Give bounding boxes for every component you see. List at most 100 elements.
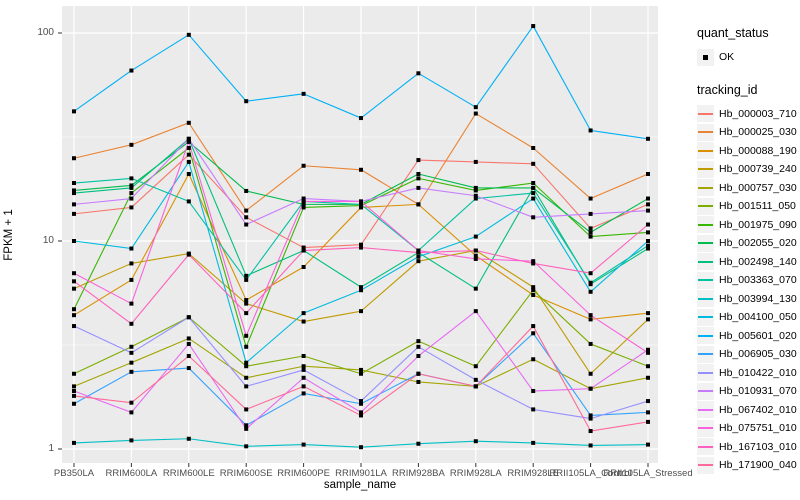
legend-item-Hb_067402_010: Hb_067402_010 — [697, 401, 799, 420]
data-point — [416, 441, 421, 446]
data-point — [129, 360, 134, 365]
legend-item-label: Hb_000003_710 — [719, 107, 797, 120]
data-point — [72, 156, 76, 161]
data-point — [588, 313, 593, 318]
data-point — [473, 286, 478, 291]
data-point — [646, 311, 650, 316]
legend-item-label: Hb_167103_010 — [719, 440, 797, 453]
data-point — [301, 199, 306, 204]
data-point — [244, 364, 249, 369]
data-point — [473, 253, 478, 258]
data-point — [531, 196, 536, 201]
data-point — [186, 171, 191, 176]
data-point — [531, 331, 536, 336]
panel-background — [62, 6, 658, 463]
data-point — [186, 136, 191, 141]
series-color-line-icon — [698, 408, 713, 411]
data-point — [531, 285, 536, 290]
data-point — [129, 261, 134, 266]
data-point — [646, 239, 650, 243]
data-point — [531, 181, 536, 186]
data-point — [301, 384, 306, 389]
data-point — [646, 230, 650, 235]
data-point — [186, 139, 191, 144]
data-point — [531, 261, 536, 266]
legend-item-label: OK — [719, 51, 735, 64]
data-point — [244, 360, 249, 365]
series-color-line-icon — [698, 131, 713, 134]
legend-key — [697, 382, 714, 400]
data-point — [646, 246, 650, 251]
data-point — [186, 145, 191, 150]
data-point — [473, 439, 478, 444]
data-point — [301, 442, 306, 447]
data-point — [359, 309, 363, 314]
data-point — [72, 109, 76, 114]
legend-item-label: Hb_001511_050 — [719, 200, 796, 213]
data-point — [129, 246, 134, 251]
data-point — [359, 399, 363, 404]
data-point — [416, 202, 421, 207]
data-point — [301, 364, 306, 369]
legend-item-label: Hb_067402_010 — [719, 403, 797, 416]
data-point — [186, 436, 191, 441]
data-point — [301, 196, 306, 201]
data-point — [416, 353, 421, 358]
legend-item-Hb_003363_070: Hb_003363_070 — [697, 271, 799, 290]
data-point — [473, 384, 478, 389]
x-tick-label: RRIM600SE — [219, 468, 273, 479]
data-point — [72, 313, 76, 318]
x-axis-title: sample_name — [323, 479, 397, 491]
data-point — [588, 371, 593, 376]
legend-item-label: Hb_006905_030 — [719, 348, 797, 361]
data-point — [72, 401, 76, 406]
data-point — [588, 230, 593, 235]
legend-key — [697, 142, 714, 160]
data-point — [129, 321, 134, 326]
data-point — [244, 277, 249, 282]
legend-item-Hb_001975_090: Hb_001975_090 — [697, 216, 799, 235]
legend-key — [697, 419, 714, 437]
legend-item-Hb_167103_010: Hb_167103_010 — [697, 438, 799, 457]
data-point — [129, 410, 134, 415]
data-point — [646, 222, 650, 227]
legend-key — [697, 290, 714, 308]
data-point — [416, 158, 421, 163]
series-color-line-icon — [698, 223, 713, 226]
data-point — [301, 91, 306, 96]
data-point — [129, 301, 134, 306]
data-point — [473, 234, 478, 239]
data-point — [588, 341, 593, 346]
data-point — [359, 202, 363, 207]
data-point — [473, 188, 478, 193]
data-point — [416, 379, 421, 384]
data-point — [588, 196, 593, 201]
legend-item-label: Hb_075751_010 — [719, 422, 797, 435]
data-point — [359, 242, 363, 247]
data-point — [473, 185, 478, 190]
legend-item-Hb_010931_070: Hb_010931_070 — [697, 382, 799, 401]
data-point — [72, 279, 76, 284]
legend-item-Hb_000739_240: Hb_000739_240 — [697, 160, 799, 179]
data-point — [359, 445, 363, 450]
data-point — [588, 317, 593, 322]
x-tick-label: PB350LA — [53, 468, 95, 479]
legend-key — [697, 271, 714, 289]
data-point — [72, 181, 76, 186]
x-tick-label: RRIM600LA — [105, 468, 158, 479]
data-point — [531, 191, 536, 196]
series-color-line-icon — [698, 371, 713, 374]
data-point — [588, 289, 593, 294]
series-color-line-icon — [698, 445, 713, 448]
data-point — [359, 401, 363, 406]
data-point — [416, 344, 421, 349]
legend-item-label: Hb_000088_190 — [719, 144, 797, 157]
data-point — [359, 367, 363, 372]
data-point — [359, 410, 363, 415]
data-point — [531, 288, 536, 293]
legend-item-Hb_010422_010: Hb_010422_010 — [697, 364, 799, 383]
data-point — [646, 350, 650, 355]
data-point — [244, 407, 249, 412]
data-point — [244, 215, 249, 220]
data-point — [646, 243, 650, 248]
